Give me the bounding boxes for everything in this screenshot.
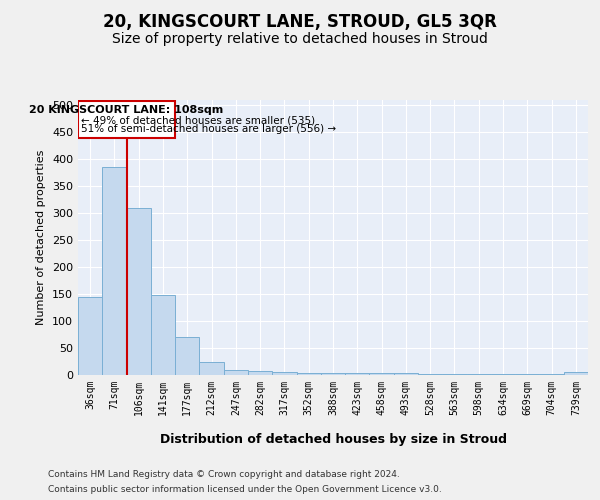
Text: ← 49% of detached houses are smaller (535): ← 49% of detached houses are smaller (53… [81, 115, 315, 125]
Bar [78, 101, 175, 138]
Bar [321, 374, 345, 375]
Bar [127, 208, 151, 375]
Bar [539, 374, 564, 375]
Bar [199, 362, 224, 375]
Text: Size of property relative to detached houses in Stroud: Size of property relative to detached ho… [112, 32, 488, 46]
Bar [491, 374, 515, 375]
Text: Distribution of detached houses by size in Stroud: Distribution of detached houses by size … [160, 432, 506, 446]
Bar [418, 374, 442, 375]
Bar [151, 295, 175, 375]
Bar [394, 374, 418, 375]
Bar [248, 370, 272, 375]
Bar [224, 370, 248, 375]
Bar [296, 374, 321, 375]
Bar [442, 374, 467, 375]
Text: 20 KINGSCOURT LANE: 108sqm: 20 KINGSCOURT LANE: 108sqm [29, 106, 224, 116]
Text: 51% of semi-detached houses are larger (556) →: 51% of semi-detached houses are larger (… [81, 124, 336, 134]
Text: Contains HM Land Registry data © Crown copyright and database right 2024.: Contains HM Land Registry data © Crown c… [48, 470, 400, 479]
Bar [272, 372, 296, 375]
Text: Contains public sector information licensed under the Open Government Licence v3: Contains public sector information licen… [48, 485, 442, 494]
Bar [370, 374, 394, 375]
Bar [175, 338, 199, 375]
Y-axis label: Number of detached properties: Number of detached properties [37, 150, 46, 325]
Bar [467, 374, 491, 375]
Text: 20, KINGSCOURT LANE, STROUD, GL5 3QR: 20, KINGSCOURT LANE, STROUD, GL5 3QR [103, 12, 497, 30]
Bar [564, 372, 588, 375]
Bar [515, 374, 539, 375]
Bar [78, 297, 102, 375]
Bar [102, 168, 127, 375]
Bar [345, 374, 370, 375]
